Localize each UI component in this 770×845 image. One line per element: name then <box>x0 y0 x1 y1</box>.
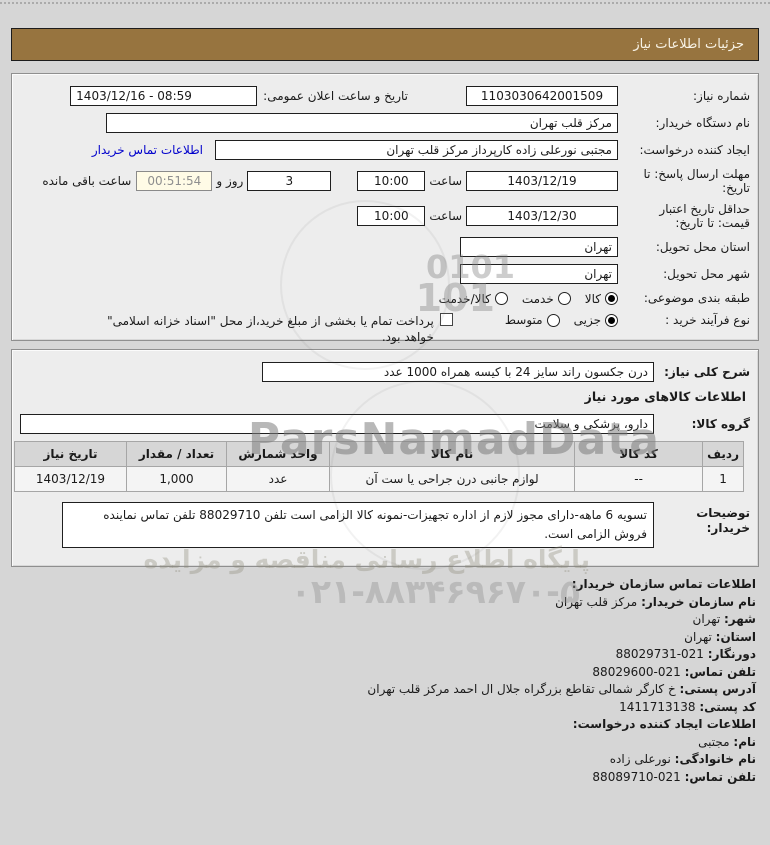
goods-group-label: گروه کالا: <box>691 416 750 431</box>
classification-label: طبقه بندی موضوعی: <box>643 291 750 305</box>
need-desc-label: شرح کلی نیاز: <box>664 364 750 379</box>
need-number-field[interactable]: 1103030642001509 <box>466 86 618 106</box>
need-description-panel: شرح کلی نیاز: درن جکسون راند سایز 24 با … <box>11 349 759 567</box>
classification-row: طبقه بندی موضوعی: کالا خدمت کالا/خدمت <box>20 291 750 306</box>
top-dotted-divider <box>0 2 770 4</box>
creator-field[interactable]: مجتبی نورعلی زاده کارپرداز مرکز قلب تهرا… <box>215 140 618 160</box>
col-header-goods-code: کد کالا <box>574 441 704 467</box>
creator-row: ایجاد کننده درخواست: مجتبی نورعلی زاده ک… <box>20 140 750 160</box>
col-header-quantity: تعداد / مقدار <box>126 441 227 467</box>
radio-icon[interactable] <box>557 292 571 305</box>
contact-line-postal-code: کد پستی: 1411713138 <box>619 699 756 714</box>
cell-row-number: 1 <box>702 466 744 492</box>
radio-icon[interactable] <box>494 292 508 305</box>
classification-option-goods[interactable]: کالا <box>585 292 618 306</box>
creator-line-phone: تلفن تماس: 88089710-021 <box>592 769 756 784</box>
buyer-device-row: نام دستگاه خریدار: مرکز قلب تهران <box>20 113 750 133</box>
city-row: شهر محل تحویل: تهران <box>20 264 750 284</box>
countdown-timer: 00:51:54 <box>136 171 213 191</box>
city-label: شهر محل تحویل: <box>663 266 750 281</box>
deadline-hour-label: ساعت <box>429 174 462 188</box>
buyer-device-label: نام دستگاه خریدار: <box>655 115 751 130</box>
need-info-panel: شماره نیاز: 1103030642001509 تاریخ و ساع… <box>11 73 759 344</box>
contact-line-address: آدرس پستی: خ کارگر شمالی تقاطع بزرگراه ج… <box>367 682 756 696</box>
deadline-time-field[interactable]: 10:00 <box>357 171 426 191</box>
radio-icon[interactable] <box>546 313 560 327</box>
deadline-row: مهلت ارسال پاسخ: تا تاریخ: 1403/12/19 سا… <box>20 167 750 195</box>
contact-line-province: استان: تهران <box>684 629 756 644</box>
contact-line-fax: دورنگار: 88029731-021 <box>615 647 756 661</box>
contact-info-section: اطلاعات تماس سازمان خریدار: نام سازمان خ… <box>14 576 756 786</box>
goods-table: ردیف کد کالا نام کالا واحد شمارش تعداد /… <box>14 441 744 492</box>
need-desc-row: شرح کلی نیاز: درن جکسون راند سایز 24 با … <box>20 362 750 382</box>
contact-line-phone: تلفن تماس: 88029600-021 <box>592 664 756 679</box>
treasury-checkbox[interactable] <box>439 313 453 326</box>
goods-group-row: گروه کالا: دارو، پزشکی و سلامت <box>20 414 750 434</box>
deadline-label: مهلت ارسال پاسخ: تا تاریخ: <box>643 167 750 195</box>
price-validity-time-field[interactable]: 10:00 <box>357 206 426 226</box>
price-validity-label: حداقل تاریخ اعتبار قیمت: تا تاریخ: <box>659 202 750 230</box>
contact-heading: اطلاعات تماس سازمان خریدار: <box>571 577 756 591</box>
days-remaining-field[interactable]: 3 <box>247 171 332 191</box>
process-type-row: نوع فرآیند خرید : جزیی متوسط پرداخت تمام… <box>20 313 750 345</box>
days-and-label: روز و <box>216 174 244 188</box>
creator-line-first-name: نام: مجتبی <box>698 734 756 749</box>
col-header-unit: واحد شمارش <box>226 441 330 467</box>
goods-group-field[interactable]: دارو، پزشکی و سلامت <box>20 414 654 434</box>
hours-remaining-label: ساعت باقی مانده <box>42 174 132 188</box>
goods-info-heading: اطلاعات کالاهای مورد نیاز <box>584 389 746 404</box>
page-title-bar: جزئیات اطلاعات نیاز <box>11 28 759 61</box>
classification-option-service[interactable]: خدمت <box>522 292 571 306</box>
city-field[interactable]: تهران <box>460 264 618 284</box>
announce-datetime-label: تاریخ و ساعت اعلان عمومی: <box>263 89 408 103</box>
page-title: جزئیات اطلاعات نیاز <box>633 37 744 52</box>
creator-label: ایجاد کننده درخواست: <box>639 143 750 157</box>
contact-line-city: شهر: تهران <box>692 612 756 626</box>
col-header-goods-name: نام کالا <box>328 441 576 467</box>
price-validity-hour-label: ساعت <box>429 209 462 223</box>
buyer-notes-label: توضیحات خریدار: <box>696 506 750 535</box>
price-validity-row: حداقل تاریخ اعتبار قیمت: تا تاریخ: 1403/… <box>20 202 750 230</box>
need-number-row: شماره نیاز: 1103030642001509 تاریخ و ساع… <box>20 86 750 106</box>
province-row: استان محل تحویل: تهران <box>20 237 750 257</box>
col-header-row-number: ردیف <box>702 441 744 467</box>
buyer-device-field[interactable]: مرکز قلب تهران <box>106 113 618 133</box>
col-header-need-date: تاریخ نیاز <box>14 441 127 467</box>
buyer-notes-row: توضیحات خریدار: تسویه 6 ماهه-دارای مجوز … <box>20 502 750 548</box>
cell-goods-name: لوازم جانبی درن جراحی یا ست آن <box>328 466 576 492</box>
province-label: استان محل تحویل: <box>655 239 750 254</box>
price-validity-date-field[interactable]: 1403/12/30 <box>466 206 618 226</box>
process-option-medium[interactable]: متوسط <box>505 313 560 327</box>
buyer-notes-field[interactable]: تسویه 6 ماهه-دارای مجوز لازم از اداره تج… <box>62 502 654 548</box>
contact-line-org-name: نام سازمان خریدار: مرکز قلب تهران <box>555 594 756 609</box>
process-type-label: نوع فرآیند خرید : <box>665 313 750 327</box>
cell-quantity: 1,000 <box>126 466 227 492</box>
announce-datetime-field[interactable]: 1403/12/16 - 08:59 <box>70 86 258 106</box>
cell-need-date: 1403/12/19 <box>14 466 127 492</box>
creator-line-last-name: نام خانوادگی: نورعلی زاده <box>609 752 756 766</box>
deadline-date-field[interactable]: 1403/12/19 <box>466 171 618 191</box>
need-desc-field[interactable]: درن جکسون راند سایز 24 با کیسه همراه 100… <box>262 362 654 382</box>
province-field[interactable]: تهران <box>460 237 618 257</box>
goods-table-header-row: ردیف کد کالا نام کالا واحد شمارش تعداد /… <box>14 441 744 467</box>
buyer-contact-link[interactable]: اطلاعات تماس خریدار <box>91 143 203 157</box>
need-number-label: شماره نیاز: <box>693 88 750 103</box>
radio-icon[interactable] <box>605 313 618 327</box>
table-row: 1 -- لوازم جانبی درن جراحی یا ست آن عدد … <box>14 466 744 492</box>
creator-info-heading: اطلاعات ایجاد کننده درخواست: <box>572 717 756 731</box>
process-option-minor[interactable]: جزیی <box>574 313 618 327</box>
treasury-checkbox-label: پرداخت تمام یا بخشی از مبلغ خرید،از محل … <box>107 314 434 344</box>
classification-option-goods-service[interactable]: کالا/خدمت <box>439 292 508 306</box>
cell-unit: عدد <box>226 466 330 492</box>
radio-icon[interactable] <box>605 292 618 305</box>
cell-goods-code: -- <box>574 466 704 492</box>
